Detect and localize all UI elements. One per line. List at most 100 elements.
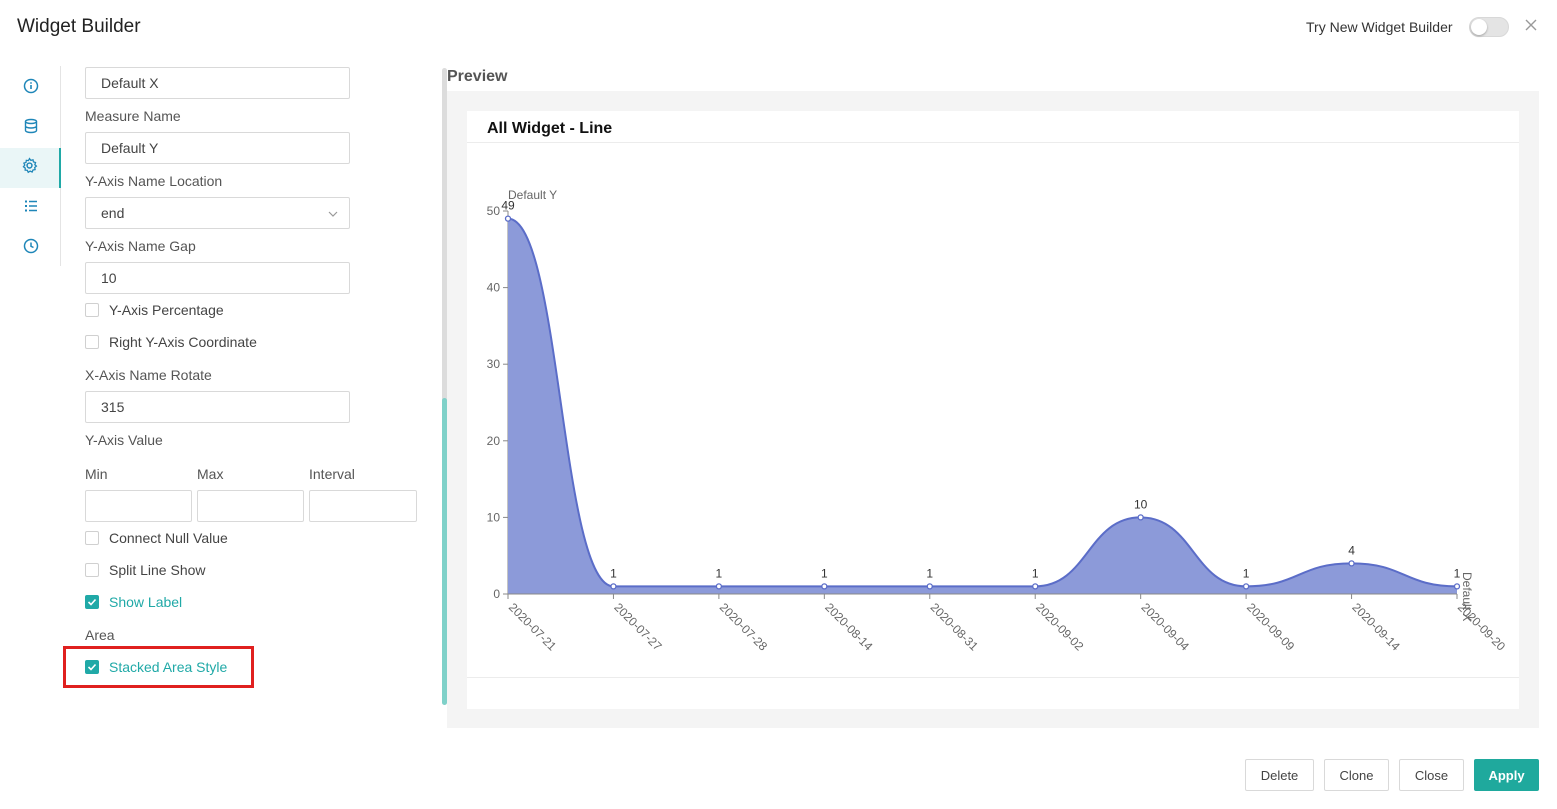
data-point xyxy=(1453,583,1461,590)
clock-icon xyxy=(23,238,39,259)
settings-sidebar xyxy=(0,66,61,266)
min-label: Min xyxy=(85,466,108,482)
apply-button[interactable]: Apply xyxy=(1474,759,1539,791)
x-axis-name-rotate-input[interactable]: 315 xyxy=(85,391,350,423)
x-tick-label: 2020-07-27 xyxy=(611,600,665,654)
close-button[interactable]: Close xyxy=(1399,759,1464,791)
y-axis-percentage-label: Y-Axis Percentage xyxy=(109,302,224,318)
card-divider xyxy=(467,142,1519,143)
try-new-builder-toggle[interactable] xyxy=(1469,17,1509,37)
stacked-area-option[interactable]: Stacked Area Style xyxy=(85,657,227,677)
try-new-builder-label: Try New Widget Builder xyxy=(1306,19,1453,35)
widget-title: All Widget - Line xyxy=(487,120,613,137)
x-axis-name: Default X xyxy=(1460,572,1474,621)
split-line-label: Split Line Show xyxy=(109,562,206,578)
data-point xyxy=(1032,583,1039,590)
form-scrollbar[interactable] xyxy=(442,68,447,705)
connect-null-option[interactable]: Connect Null Value xyxy=(85,528,228,548)
x-axis-name-rotate-label: X-Axis Name Rotate xyxy=(85,367,212,383)
clone-button[interactable]: Clone xyxy=(1324,759,1389,791)
series-line xyxy=(507,217,1458,588)
data-label: 1 xyxy=(1032,566,1039,580)
max-label: Max xyxy=(197,466,224,482)
data-label: 1 xyxy=(1243,566,1250,580)
y-tick-label: 20 xyxy=(487,434,501,448)
sidebar-item-settings[interactable] xyxy=(0,148,61,188)
gear-icon xyxy=(21,157,38,179)
right-y-axis-checkbox[interactable] xyxy=(85,335,99,349)
data-label: 1 xyxy=(926,566,933,580)
show-label-checkbox[interactable] xyxy=(85,595,99,609)
sidebar-item-list[interactable] xyxy=(0,189,61,227)
chevron-down-icon xyxy=(327,207,339,223)
modal-title: Widget Builder xyxy=(17,16,141,37)
close-icon[interactable] xyxy=(1522,16,1540,34)
x-tick-label: 2020-08-31 xyxy=(928,600,982,654)
right-y-axis-label: Right Y-Axis Coordinate xyxy=(109,334,257,350)
dimension-name-input[interactable]: Default X xyxy=(85,67,350,99)
x-tick-label: 2020-07-21 xyxy=(506,600,560,654)
data-label: 4 xyxy=(1348,543,1355,557)
y-axis-name-gap-input[interactable]: 10 xyxy=(85,262,350,294)
stacked-area-label: Stacked Area Style xyxy=(109,659,228,675)
data-label: 1 xyxy=(716,566,723,580)
delete-button[interactable]: Delete xyxy=(1245,759,1314,791)
line-chart: 0 10 20 30 40 50 Default Y 2020-07-21 2020-07-27… xyxy=(487,188,1509,654)
y-axis-name-location-select[interactable]: end xyxy=(85,197,350,229)
y-tick-label: 30 xyxy=(487,357,501,371)
split-line-option[interactable]: Split Line Show xyxy=(85,560,206,580)
data-label: 1 xyxy=(1454,566,1461,580)
y-axis-name-location-label: Y-Axis Name Location xyxy=(85,173,223,189)
y-axis-value-label: Y-Axis Value xyxy=(85,432,163,448)
database-icon xyxy=(23,118,39,139)
x-tick-label: 2020-09-02 xyxy=(1033,600,1087,654)
show-label-option[interactable]: Show Label xyxy=(85,592,182,612)
right-y-axis-option[interactable]: Right Y-Axis Coordinate xyxy=(85,332,257,352)
measure-name-input[interactable]: Default Y xyxy=(85,132,350,164)
card-footer-divider xyxy=(467,677,1519,678)
data-point xyxy=(821,583,828,590)
data-point xyxy=(715,583,723,590)
y-axis-name-location-value: end xyxy=(101,205,125,221)
show-label-label: Show Label xyxy=(109,594,183,610)
y-tick-label: 50 xyxy=(487,204,501,218)
stacked-area-checkbox[interactable] xyxy=(85,660,99,674)
interval-label: Interval xyxy=(309,466,355,482)
x-tick-label: 2020-09-14 xyxy=(1349,600,1403,654)
area-fill xyxy=(508,218,1457,594)
sidebar-item-history[interactable] xyxy=(0,229,61,267)
preview-label: Preview xyxy=(447,68,508,85)
y-axis-name-gap-label: Y-Axis Name Gap xyxy=(85,238,196,254)
data-point xyxy=(1242,583,1250,590)
y-axis-name: Default Y xyxy=(508,188,557,202)
data-point xyxy=(1137,514,1144,521)
y-axis-percentage-option[interactable]: Y-Axis Percentage xyxy=(85,300,224,320)
form-scrollbar-thumb[interactable] xyxy=(442,398,447,705)
data-label: 49 xyxy=(501,199,515,213)
interval-input[interactable] xyxy=(309,490,417,522)
data-point xyxy=(504,215,512,222)
min-input[interactable] xyxy=(85,490,192,522)
widget-card: All Widget - Line 0 10 20 30 40 50 Default Y 20… xyxy=(467,111,1519,709)
modal-header: Widget Builder Try New Widget Builder xyxy=(0,0,1557,54)
data-label: 1 xyxy=(610,566,617,580)
y-axis-percentage-checkbox[interactable] xyxy=(85,303,99,317)
x-tick-label: 2020-08-14 xyxy=(822,600,876,654)
connect-null-checkbox[interactable] xyxy=(85,531,99,545)
data-label: 1 xyxy=(821,566,828,580)
sidebar-item-data[interactable] xyxy=(0,109,61,147)
y-tick-label: 40 xyxy=(487,281,501,295)
y-tick-label: 0 xyxy=(493,587,500,601)
data-point xyxy=(610,583,617,590)
data-point xyxy=(1348,560,1355,567)
data-point xyxy=(926,583,933,590)
area-section-label: Area xyxy=(85,627,115,643)
split-line-checkbox[interactable] xyxy=(85,563,99,577)
data-label: 10 xyxy=(1134,497,1148,511)
sidebar-item-info[interactable] xyxy=(0,69,61,107)
max-input[interactable] xyxy=(197,490,304,522)
x-tick-label: 2020-07-28 xyxy=(717,600,771,654)
measure-name-label: Measure Name xyxy=(85,108,181,124)
x-tick-label: 2020-09-09 xyxy=(1244,600,1298,654)
toggle-knob xyxy=(1471,19,1487,35)
